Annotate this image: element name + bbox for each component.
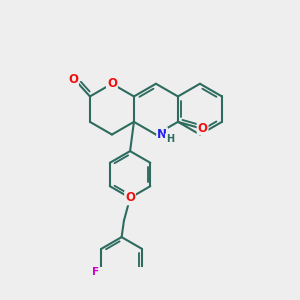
Text: F: F — [92, 267, 99, 277]
Text: O: O — [125, 191, 135, 204]
Text: O: O — [198, 122, 208, 134]
Text: H: H — [166, 134, 174, 144]
Text: O: O — [107, 77, 117, 90]
Text: N: N — [157, 128, 167, 141]
Text: O: O — [68, 73, 78, 86]
